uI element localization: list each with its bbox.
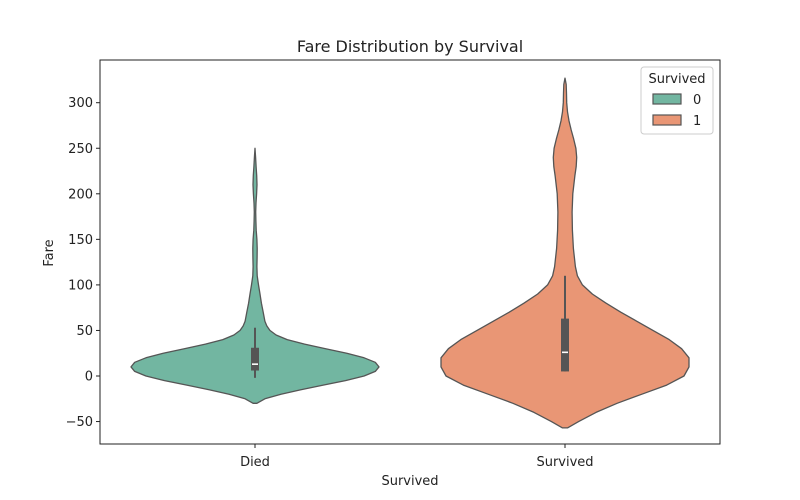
y-axis-title: Fare [42, 239, 57, 266]
y-tick-label: 50 [76, 324, 93, 339]
x-tick-label: Survived [536, 455, 593, 470]
y-tick-label: −50 [66, 415, 93, 430]
y-tick-label: 200 [68, 187, 93, 202]
chart-title: Fare Distribution by Survival [297, 37, 523, 56]
legend-label: 0 [693, 93, 701, 108]
legend-label: 1 [693, 114, 701, 129]
x-tick-label: Died [240, 455, 270, 470]
legend: Survived 0 1 [640, 66, 714, 135]
y-tick-label: 300 [68, 96, 93, 111]
violin-survived [440, 77, 690, 429]
iqr-box-died [251, 347, 259, 371]
legend-swatch [652, 93, 682, 105]
legend-swatch [652, 114, 682, 126]
y-tick-label: 100 [68, 278, 93, 293]
y-tick-label: 250 [68, 142, 93, 157]
axes-frame [99, 59, 721, 445]
x-axis-title: Survived [381, 474, 438, 489]
violin-died [130, 147, 380, 404]
y-tick-label: 150 [68, 233, 93, 248]
y-tick-label: 0 [85, 370, 93, 385]
legend-title: Survived [648, 72, 705, 87]
iqr-box-survived [561, 318, 569, 372]
